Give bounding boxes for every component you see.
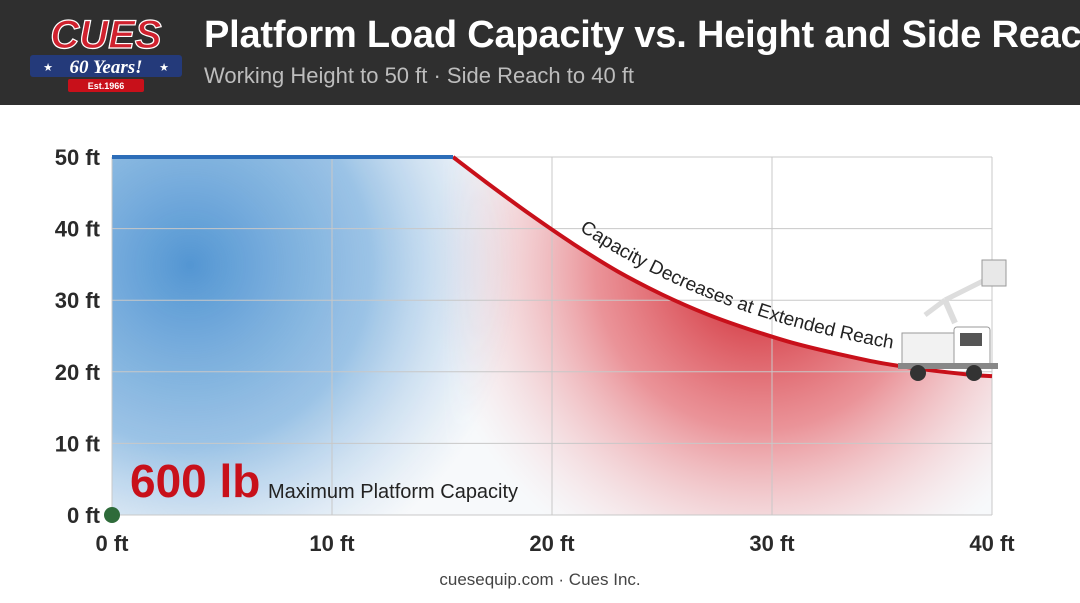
- header-bar: CUES ★ ★ 60 Years! Est.1966 Platform Loa…: [0, 0, 1080, 105]
- logo-brand-text: CUES: [50, 13, 161, 57]
- x-tick-label: 30 ft: [749, 531, 795, 556]
- max-capacity-label: Maximum Platform Capacity: [268, 481, 518, 503]
- logo-established-text: Est.1966: [88, 81, 125, 91]
- y-tick-label: 10 ft: [55, 431, 101, 456]
- page-subtitle: Working Height to 50 ft · Side Reach to …: [204, 63, 635, 88]
- logo-established-badge: [68, 79, 144, 92]
- y-tick-label: 30 ft: [55, 288, 101, 313]
- page-title: Platform Load Capacity vs. Height and Si…: [204, 14, 1080, 56]
- x-tick-label: 20 ft: [529, 531, 575, 556]
- logo-anniversary-text: 60 Years!: [69, 57, 142, 78]
- x-axis-ticks: 0 ft 10 ft 20 ft 30 ft 40 ft: [96, 531, 1016, 556]
- origin-marker: [104, 507, 120, 523]
- x-tick-label: 10 ft: [309, 531, 355, 556]
- y-tick-label: 50 ft: [55, 145, 101, 170]
- footer-credit: cuesequip.com · Cues Inc.: [439, 570, 641, 589]
- x-tick-label: 40 ft: [969, 531, 1015, 556]
- logo-ribbon: [30, 55, 182, 77]
- y-axis-ticks: 0 ft 10 ft 20 ft 30 ft 40 ft 50 ft: [55, 145, 101, 528]
- y-tick-label: 40 ft: [55, 217, 101, 242]
- max-capacity-value: 600 lb: [130, 455, 260, 507]
- beyond-capacity-area: [453, 157, 992, 377]
- bucket-truck-icon: [898, 259, 1007, 381]
- x-tick-label: 0 ft: [96, 531, 130, 556]
- y-tick-label: 0 ft: [67, 503, 101, 528]
- logo-star-icon: ★: [159, 62, 169, 74]
- y-tick-label: 20 ft: [55, 360, 101, 385]
- cues-60-years-logo: CUES ★ ★ 60 Years! Est.1966: [30, 12, 182, 92]
- capacity-chart: 0 ft 10 ft 20 ft 30 ft 40 ft 50 ft 0 ft 10 ft 2…: [55, 145, 1016, 556]
- logo-star-icon: ★: [43, 62, 53, 74]
